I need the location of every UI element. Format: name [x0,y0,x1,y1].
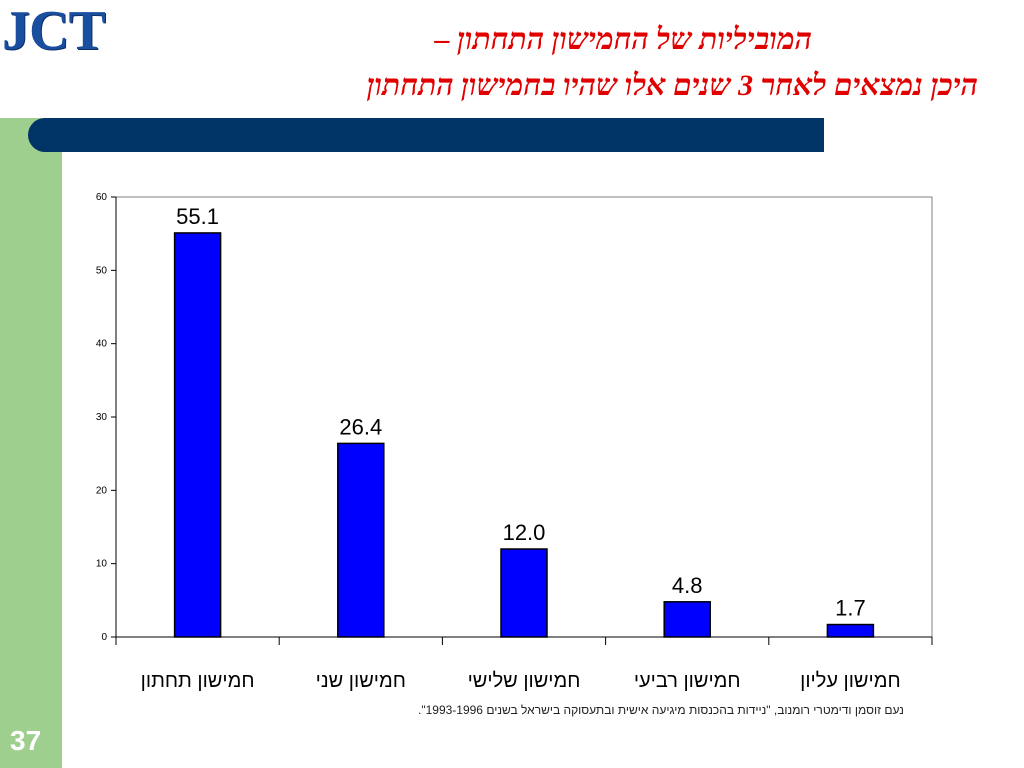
x-category-label: חמישון שני [316,670,406,692]
data-label: 12.0 [503,520,546,545]
slide-title-line-2: היכן נמצאים לאחר 3 שנים אלו שהיו בחמישון… [366,69,978,102]
y-tick-label: 40 [96,339,108,350]
title-banner [28,118,824,152]
logo-area [0,0,160,118]
bar [663,601,711,638]
source-note: נעם זוסמן ודימטרי רומנוב, "ניידות בהכנסו… [418,703,904,717]
y-tick-label: 50 [96,265,108,276]
x-category-label: חמישון תחתון [141,670,255,692]
y-tick-label: 0 [101,632,107,643]
bar [500,548,548,638]
y-tick-label: 30 [96,412,108,423]
bar-chart: 0 10 20 30 40 50 60 55.1 חמישון תחתון 26.4 חמישון … [96,192,933,692]
logo-text: JCT [2,0,106,62]
data-label: 1.7 [835,596,866,621]
data-label: 26.4 [339,414,382,439]
y-tick-label: 10 [96,559,108,570]
data-label: 55.1 [176,204,219,229]
x-category-label: חמישון רביעי [634,670,741,692]
jct-logo: JCT [0,0,150,62]
data-label: 4.8 [672,573,703,598]
x-category-label: חמישון עליון [800,670,900,692]
slide-number: 37 [10,725,42,756]
bar [173,232,222,638]
slide-title-line-1: המוביליות של החמישון התחתון – [434,23,812,56]
bar [337,442,385,638]
x-category-label: חמישון שלישי [468,670,581,692]
bar [826,623,875,638]
y-tick-label: 60 [96,192,108,203]
y-tick-label: 20 [96,485,108,496]
